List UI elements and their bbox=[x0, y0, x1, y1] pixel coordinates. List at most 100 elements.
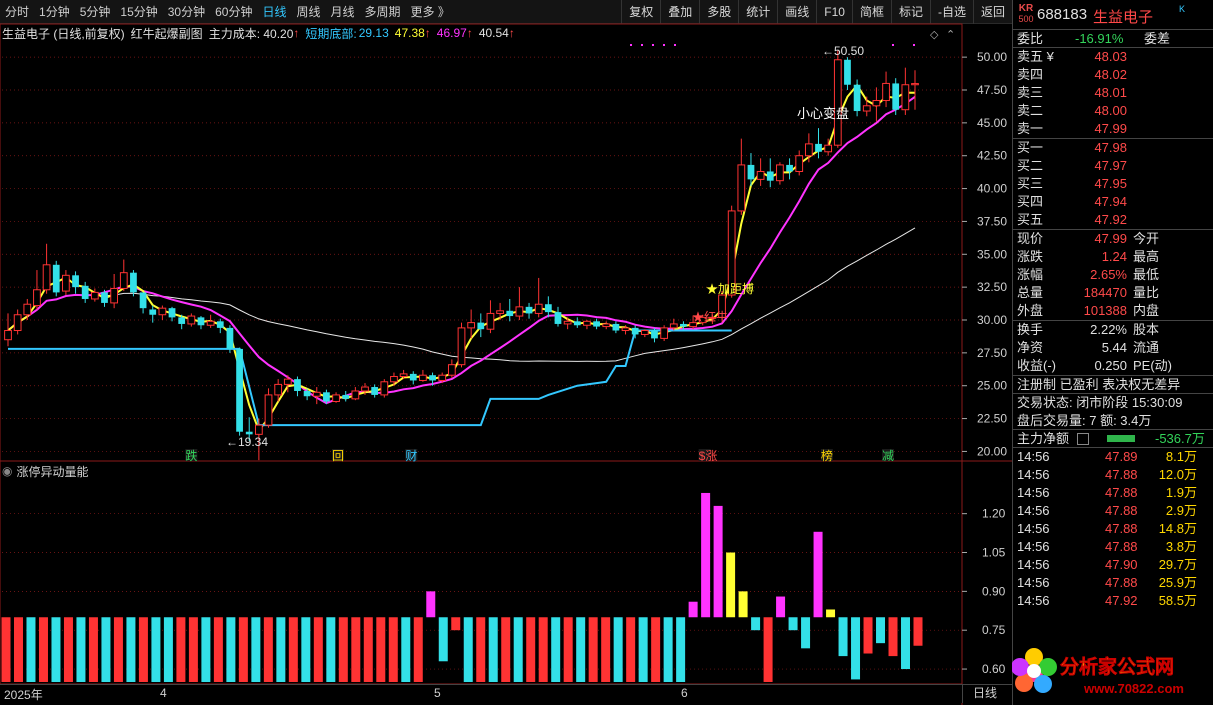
period-tab[interactable]: 日线 bbox=[262, 5, 287, 19]
ma-yellow-line bbox=[7, 83, 916, 433]
row-label: 总量 bbox=[1017, 285, 1044, 300]
stock-name[interactable]: 生益电子 bbox=[1093, 9, 1154, 26]
volume-bar bbox=[351, 617, 361, 682]
volume-bar bbox=[226, 617, 236, 682]
candle-body bbox=[371, 387, 379, 395]
date-label-year: 2025年 bbox=[4, 688, 43, 702]
toolbar-button[interactable]: 画线 bbox=[777, 0, 816, 24]
settings-icon[interactable]: ◉ bbox=[2, 464, 13, 478]
volume-bar bbox=[688, 601, 698, 618]
kline-chart[interactable]: 50.00 47.50 45.00 42.50 40.00 37.50 35.00 32.50… bbox=[0, 0, 1012, 705]
tick-row: 14:56 47.88 1.9万 bbox=[1013, 484, 1213, 502]
candle-body bbox=[149, 309, 157, 315]
period-indicator[interactable]: 日线 bbox=[962, 684, 997, 703]
market-badge: KR 500 bbox=[1018, 3, 1034, 24]
period-tab[interactable]: 分时 bbox=[5, 5, 30, 19]
candle-body bbox=[119, 272, 128, 289]
row-label: 买五 bbox=[1017, 212, 1044, 227]
date-label-apr: 4 bbox=[160, 686, 167, 700]
row-label-2: 最高 bbox=[1133, 249, 1160, 264]
tick-volume: 25.9万 bbox=[1158, 575, 1197, 590]
period-tab[interactable]: 更多 》 bbox=[410, 5, 450, 19]
row-label-2: 内盘 bbox=[1133, 303, 1160, 318]
toolbar-button[interactable]: 标记 bbox=[890, 0, 930, 24]
signal-dot bbox=[641, 44, 643, 46]
candle-body bbox=[486, 312, 495, 330]
candle-body bbox=[660, 327, 669, 339]
toolbar-button[interactable]: 统计 bbox=[738, 0, 777, 24]
period-tab[interactable]: 月线 bbox=[330, 5, 355, 19]
candle-body bbox=[680, 323, 687, 327]
row-label-2: 今开 bbox=[1133, 231, 1160, 246]
main-frame bbox=[0, 23, 963, 462]
signal-label: $涨 bbox=[699, 448, 718, 463]
tick-row: 14:56 47.88 2.9万 bbox=[1013, 502, 1213, 520]
volume-bar bbox=[88, 617, 98, 682]
period-tab[interactable]: 1分钟 bbox=[39, 5, 70, 19]
candle-body bbox=[621, 327, 630, 332]
tick-price: 47.88 bbox=[1105, 467, 1138, 482]
volume-bar bbox=[651, 617, 661, 682]
toolbar-button[interactable]: 多股 bbox=[699, 0, 738, 24]
tick-volume: 8.1万 bbox=[1165, 449, 1197, 464]
row-value: 47.99 bbox=[1094, 231, 1127, 246]
volume-bar bbox=[113, 617, 123, 682]
tick-price: 47.88 bbox=[1105, 539, 1138, 554]
volume-bar bbox=[13, 617, 23, 682]
tick-list[interactable]: 14:56 47.89 8.1万 14:56 47.88 12.0万 14:56 47.88 1… bbox=[1013, 448, 1213, 610]
candle-body bbox=[23, 303, 32, 316]
list-icon[interactable] bbox=[1077, 433, 1089, 445]
period-tab[interactable]: 60分钟 bbox=[215, 5, 253, 19]
y-tick-label: 25.00 bbox=[977, 379, 1007, 393]
candle-body bbox=[158, 307, 167, 316]
volume-bar bbox=[326, 617, 336, 682]
period-tab[interactable]: 15分钟 bbox=[120, 5, 158, 19]
toolbar-button[interactable]: -自选 bbox=[929, 0, 973, 24]
quote-panel: KR 500 688183 生益电子 K 委比 -16.91% 委差 卖五 ¥ 4… bbox=[1012, 0, 1213, 705]
warn-label: 小心变盘 bbox=[797, 106, 849, 121]
volume-bar bbox=[426, 591, 436, 618]
tick-price: 47.92 bbox=[1105, 593, 1138, 608]
row-value: 48.00 bbox=[1094, 103, 1127, 118]
candle-body bbox=[226, 327, 234, 349]
candle-body bbox=[815, 143, 822, 152]
toolbar-button[interactable]: F10 bbox=[816, 0, 852, 24]
volume-bar bbox=[251, 617, 261, 682]
sub-y-tick-label: 0.90 bbox=[982, 584, 1006, 598]
period-tab[interactable]: 30分钟 bbox=[167, 5, 206, 19]
row-label: 买四 bbox=[1017, 194, 1044, 209]
toolbar-button[interactable]: 简框 bbox=[851, 0, 891, 24]
volume-bar bbox=[401, 617, 411, 682]
candle-body bbox=[438, 374, 447, 381]
period-tab[interactable]: 多周期 bbox=[364, 5, 401, 19]
y-tick-label: 30.00 bbox=[977, 313, 1007, 327]
period-tab[interactable]: 5分钟 bbox=[79, 5, 111, 19]
high-price-label: ←50.50 bbox=[822, 44, 864, 58]
candle-body bbox=[554, 312, 562, 324]
stat-row: 换手 2.22% 股本 bbox=[1013, 321, 1213, 339]
tick-time: 14:56 bbox=[1017, 539, 1050, 554]
volume-bar bbox=[776, 596, 786, 618]
candle-body bbox=[872, 100, 881, 107]
up-arrow: ↑ bbox=[293, 26, 300, 40]
volume-bar bbox=[638, 617, 648, 682]
short-bottom-label: 短期底部: bbox=[305, 26, 357, 41]
candle-body bbox=[197, 317, 205, 326]
candle-body bbox=[187, 315, 196, 325]
toolbar-button[interactable]: 复权 bbox=[621, 0, 660, 24]
toolbar-button[interactable]: 叠加 bbox=[660, 0, 699, 24]
tick-time: 14:56 bbox=[1017, 485, 1050, 500]
candle-body bbox=[602, 323, 611, 328]
volume-bar bbox=[188, 617, 198, 682]
volume-bar bbox=[101, 617, 111, 682]
site-logo: 分析家公式网 www.70822.com bbox=[1012, 648, 1184, 696]
volume-bar bbox=[163, 617, 173, 682]
period-tab[interactable]: 周线 bbox=[296, 5, 321, 19]
signal-label-bg bbox=[698, 449, 711, 461]
indicator-name[interactable]: 红牛起爆副图 bbox=[130, 26, 203, 41]
row-label: 净资 bbox=[1017, 340, 1044, 355]
candle-body bbox=[737, 164, 746, 212]
toolbar-button[interactable]: 返回 bbox=[972, 0, 1012, 24]
tick-row: 14:56 47.88 14.8万 bbox=[1013, 520, 1213, 538]
tick-time: 14:56 bbox=[1017, 557, 1050, 572]
